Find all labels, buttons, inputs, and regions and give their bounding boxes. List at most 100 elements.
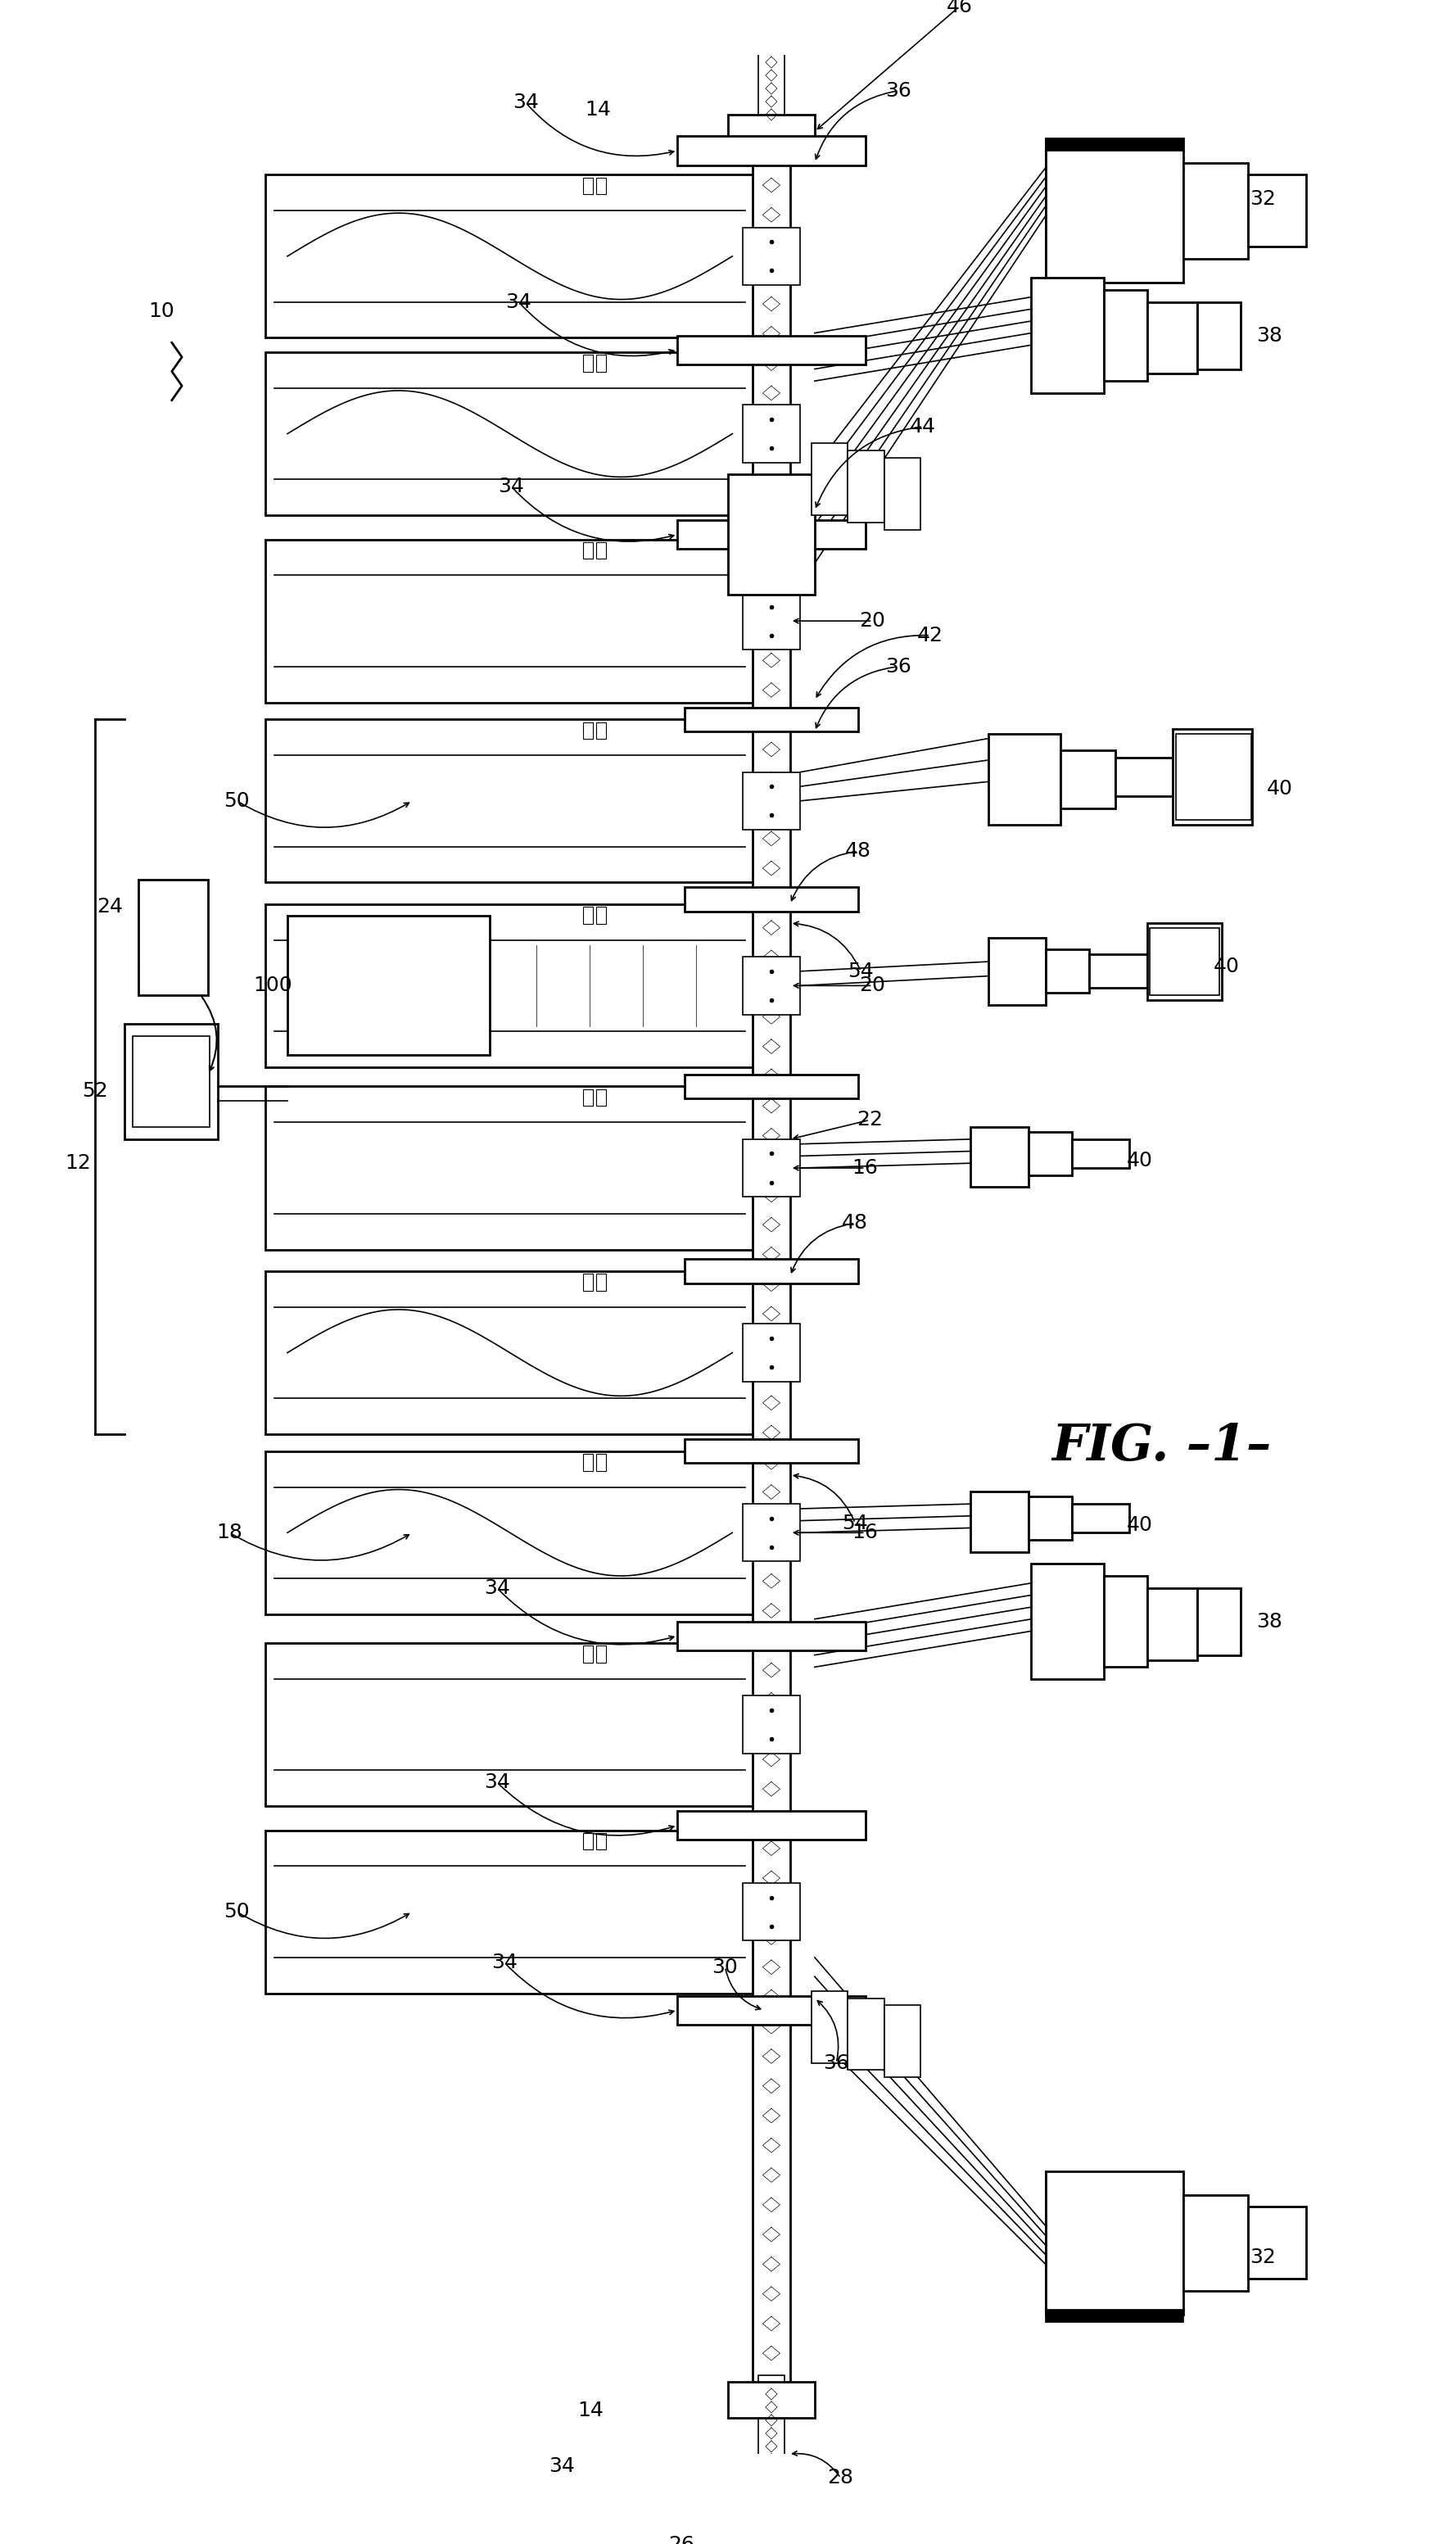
Bar xyxy=(1104,1575,1147,1666)
Bar xyxy=(971,1491,1028,1552)
Bar xyxy=(684,1814,858,1837)
Bar xyxy=(596,906,606,923)
Bar xyxy=(265,1450,754,1615)
Bar xyxy=(684,1997,858,2022)
Bar xyxy=(582,1834,593,1849)
Text: 42: 42 xyxy=(917,626,943,646)
Text: 12: 12 xyxy=(66,1152,90,1173)
Bar xyxy=(1031,1565,1104,1679)
Bar xyxy=(728,476,815,595)
Text: 54: 54 xyxy=(842,1514,868,1534)
Bar xyxy=(684,888,858,911)
Bar xyxy=(1104,290,1147,382)
Bar xyxy=(1248,176,1306,247)
Bar xyxy=(677,1811,865,1839)
Text: 16: 16 xyxy=(852,1524,878,1542)
Bar xyxy=(884,2005,920,2078)
Bar xyxy=(743,404,801,463)
Text: 34: 34 xyxy=(513,92,539,112)
Bar xyxy=(1147,1587,1197,1659)
Bar xyxy=(265,539,754,702)
Bar xyxy=(812,1992,847,2063)
Text: 20: 20 xyxy=(859,611,885,631)
Bar xyxy=(1150,929,1219,995)
Text: 48: 48 xyxy=(842,1213,868,1234)
Bar xyxy=(582,1089,593,1107)
Bar xyxy=(684,140,858,163)
Bar xyxy=(684,522,858,547)
Bar xyxy=(743,1697,801,1753)
Bar xyxy=(677,1621,865,1651)
Text: 30: 30 xyxy=(712,1956,738,1977)
Bar xyxy=(884,458,920,529)
Text: 40: 40 xyxy=(1127,1150,1153,1170)
Bar xyxy=(684,1259,858,1282)
Bar xyxy=(596,356,606,371)
Bar xyxy=(596,1275,606,1290)
Bar xyxy=(677,519,865,550)
Bar xyxy=(1248,2206,1306,2279)
Bar xyxy=(743,593,801,649)
Bar xyxy=(124,1025,218,1140)
Text: 22: 22 xyxy=(856,1109,882,1130)
Bar xyxy=(1045,140,1184,282)
Bar xyxy=(265,176,754,338)
Bar xyxy=(596,1089,606,1107)
Bar xyxy=(759,2376,785,2544)
Text: 50: 50 xyxy=(224,1903,250,1921)
Text: 34: 34 xyxy=(483,1577,510,1598)
Bar xyxy=(743,957,801,1015)
Bar xyxy=(1147,303,1197,374)
Bar xyxy=(265,1643,754,1806)
Bar xyxy=(1072,1140,1130,1168)
Text: 20: 20 xyxy=(859,977,885,995)
Text: 10: 10 xyxy=(149,303,175,321)
Bar xyxy=(1045,140,1184,150)
Bar xyxy=(1045,2170,1184,2315)
Bar xyxy=(1174,730,1252,824)
Text: FIG. –1–: FIG. –1– xyxy=(1051,1422,1271,1470)
Bar xyxy=(265,903,754,1068)
Bar xyxy=(596,178,606,193)
Text: 32: 32 xyxy=(1249,2246,1275,2267)
Bar xyxy=(743,1323,801,1381)
Bar xyxy=(684,1074,858,1099)
Bar xyxy=(753,127,791,2381)
Text: 100: 100 xyxy=(253,977,293,995)
Bar xyxy=(132,1035,210,1127)
Text: 36: 36 xyxy=(823,2053,849,2073)
Bar xyxy=(743,226,801,285)
Bar xyxy=(1045,949,1089,992)
Text: 16: 16 xyxy=(852,1158,878,1178)
Text: 18: 18 xyxy=(217,1524,243,1542)
Text: 36: 36 xyxy=(885,81,911,102)
Bar xyxy=(596,542,606,560)
Bar xyxy=(1115,758,1174,796)
Bar xyxy=(1031,277,1104,392)
Bar xyxy=(677,1997,865,2025)
Bar xyxy=(812,443,847,516)
Bar xyxy=(265,720,754,883)
Text: 34: 34 xyxy=(483,1773,510,1791)
Bar xyxy=(596,1834,606,1849)
Bar xyxy=(1197,303,1241,369)
Text: 14: 14 xyxy=(585,99,612,120)
Text: 40: 40 xyxy=(1267,778,1293,799)
Bar xyxy=(596,1646,606,1664)
Bar xyxy=(1072,1504,1130,1531)
Text: 34: 34 xyxy=(549,2455,575,2475)
Text: 34: 34 xyxy=(498,476,524,496)
Text: 32: 32 xyxy=(1249,188,1275,209)
Text: 52: 52 xyxy=(82,1081,108,1102)
Bar xyxy=(759,0,785,150)
Bar xyxy=(582,1455,593,1470)
Bar xyxy=(743,1504,801,1562)
Bar xyxy=(1028,1496,1072,1539)
Text: 34: 34 xyxy=(505,293,531,313)
Text: 40: 40 xyxy=(1213,957,1239,977)
Bar xyxy=(684,707,858,730)
Bar xyxy=(989,733,1060,824)
Bar xyxy=(582,1646,593,1664)
Bar xyxy=(596,722,606,738)
Bar xyxy=(847,450,884,522)
